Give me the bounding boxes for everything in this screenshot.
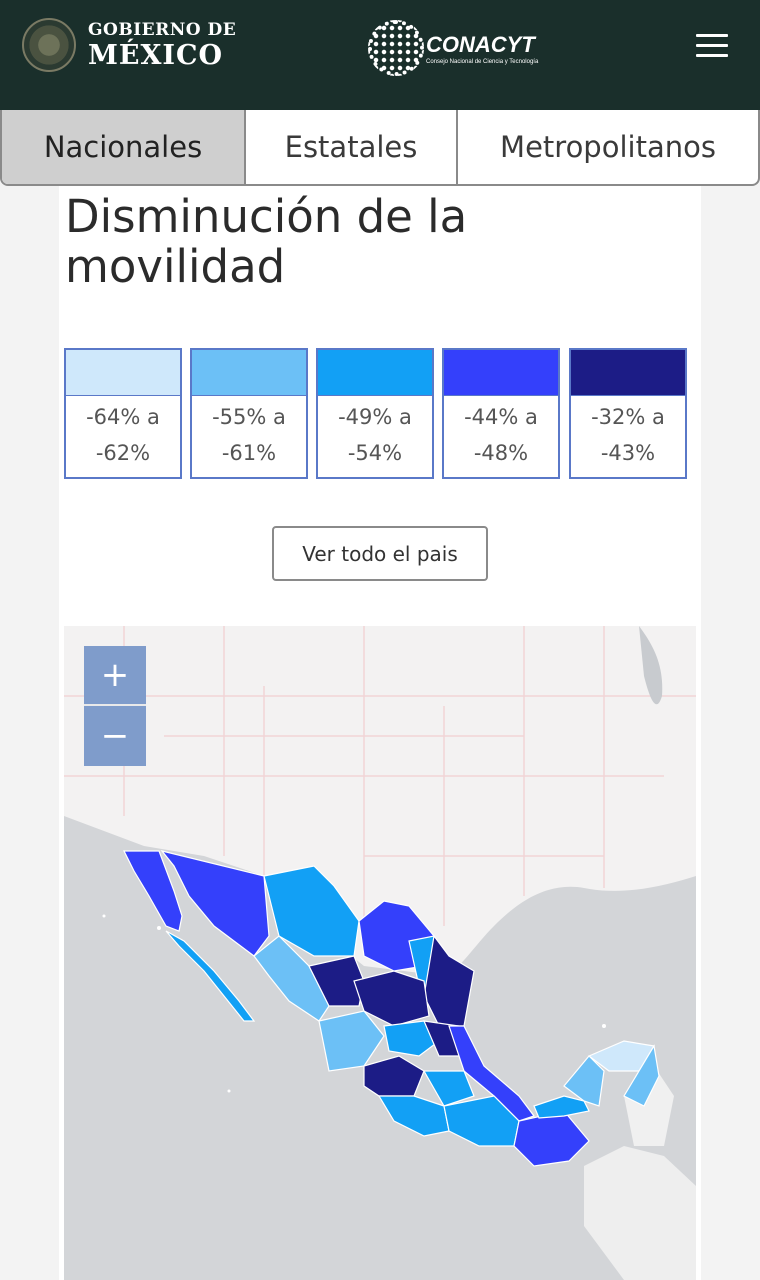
legend-label: -64% a -62% bbox=[86, 405, 160, 465]
legend-label: -49% a -54% bbox=[338, 405, 412, 465]
legend-swatch bbox=[318, 350, 432, 396]
conacyt-name: CONACYT bbox=[426, 31, 535, 57]
legend-item: -32% a -43% bbox=[569, 348, 687, 479]
legend-item: -44% a -48% bbox=[442, 348, 560, 479]
map-canvas[interactable] bbox=[64, 626, 696, 1280]
tab-estatales[interactable]: Estatales bbox=[246, 110, 458, 184]
content-card: Disminución de la movilidad -64% a -62% … bbox=[59, 186, 701, 1280]
page-title: Disminución de la movilidad bbox=[65, 192, 685, 292]
conacyt-dots-icon bbox=[368, 20, 424, 76]
conacyt-subtitle: Consejo Nacional de Ciencia y Tecnología bbox=[426, 58, 539, 65]
legend-label: -32% a -43% bbox=[591, 405, 665, 465]
legend-item: -64% a -62% bbox=[64, 348, 182, 479]
gobierno-line1: GOBIERNO DE bbox=[88, 19, 237, 40]
category-tabs: Nacionales Estatales Metropolitanos bbox=[0, 110, 760, 186]
conacyt-logo[interactable]: CONACYT Consejo Nacional de Ciencia y Te… bbox=[368, 20, 538, 76]
mexico-seal-icon bbox=[22, 18, 76, 72]
hamburger-menu-icon[interactable] bbox=[696, 34, 728, 60]
zoom-out-button[interactable]: − bbox=[84, 706, 146, 766]
legend-swatch bbox=[192, 350, 306, 396]
mobility-map[interactable]: + − bbox=[64, 626, 696, 1280]
gobierno-logo-text: GOBIERNO DE MÉXICO bbox=[88, 19, 237, 71]
top-navbar: GOBIERNO DE MÉXICO CONACYT Consejo Nacio… bbox=[0, 0, 760, 110]
mexico-states bbox=[123, 849, 660, 1167]
legend-item: -55% a -61% bbox=[190, 348, 308, 479]
zoom-in-button[interactable]: + bbox=[84, 646, 146, 706]
title-line1: Disminución de la bbox=[65, 190, 468, 243]
legend-swatch bbox=[444, 350, 558, 396]
legend-label: -44% a -48% bbox=[464, 405, 538, 465]
ver-todo-el-pais-button[interactable]: Ver todo el pais bbox=[272, 526, 488, 581]
title-line2: movilidad bbox=[65, 240, 286, 293]
map-zoom-controls: + − bbox=[84, 646, 146, 766]
tab-metropolitanos[interactable]: Metropolitanos bbox=[500, 130, 716, 164]
gobierno-mexico-logo[interactable]: GOBIERNO DE MÉXICO bbox=[22, 18, 236, 72]
legend-label: -55% a -61% bbox=[212, 405, 286, 465]
tab-nacionales[interactable]: Nacionales bbox=[2, 110, 246, 184]
legend-swatch bbox=[66, 350, 180, 396]
gobierno-line2: MÉXICO bbox=[88, 39, 224, 71]
legend: -64% a -62% -55% a -61% -49% a -54% -44%… bbox=[64, 348, 694, 479]
conacyt-logo-text: CONACYT Consejo Nacional de Ciencia y Te… bbox=[426, 32, 538, 65]
legend-item: -49% a -54% bbox=[316, 348, 434, 479]
legend-swatch bbox=[571, 350, 685, 396]
